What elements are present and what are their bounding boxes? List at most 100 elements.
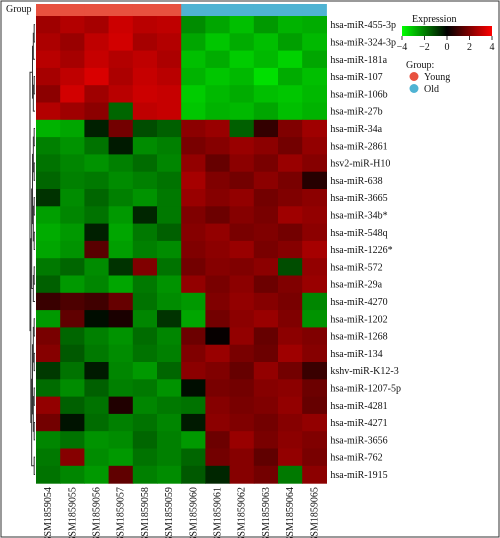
heatmap-cell xyxy=(205,16,231,34)
row-label: hsa-miR-548q xyxy=(330,228,387,239)
heatmap-cell xyxy=(205,258,231,277)
heatmap-cell xyxy=(205,240,231,259)
heatmap-cell xyxy=(84,240,110,259)
heatmap-cell xyxy=(157,448,182,467)
heatmap-cell xyxy=(181,206,206,225)
heatmap-cell xyxy=(181,396,206,415)
heatmap-cell xyxy=(132,119,158,138)
heatmap-cell xyxy=(84,275,110,294)
heatmap-cell xyxy=(60,206,85,225)
heatmap-cell xyxy=(36,137,61,155)
heatmap-cell xyxy=(302,16,327,34)
heatmap-cell xyxy=(36,16,61,34)
heatmap-cell xyxy=(229,189,255,207)
heatmap-cell xyxy=(60,327,85,346)
heatmap-cell xyxy=(60,189,85,207)
heatmap-cell xyxy=(108,344,134,363)
heatmap-cell xyxy=(181,223,206,242)
row-label: hsa-miR-181a xyxy=(330,55,387,66)
heatmap-cell xyxy=(36,119,61,138)
group-bar-cell xyxy=(36,4,61,16)
heatmap-cell xyxy=(108,154,134,173)
heatmap-cell xyxy=(253,448,279,467)
heatmap-cell xyxy=(84,33,110,52)
heatmap-cell xyxy=(84,379,110,398)
row-label: hsa-miR-34b* xyxy=(330,210,387,221)
heatmap-cell xyxy=(302,240,327,259)
heatmap-cell xyxy=(253,310,279,328)
heatmap-cell xyxy=(60,137,85,155)
heatmap-cell xyxy=(181,327,206,346)
heatmap-cell xyxy=(302,189,327,207)
heatmap-cell xyxy=(205,33,231,52)
heatmap-cell xyxy=(108,258,134,277)
heatmap-cell xyxy=(84,327,110,346)
heatmap-cell xyxy=(157,16,182,34)
heatmap-cell xyxy=(181,67,206,86)
heatmap-cell xyxy=(84,413,110,432)
heatmap-cell xyxy=(36,223,61,242)
heatmap-cell xyxy=(253,292,279,311)
heatmap-cell xyxy=(157,327,182,346)
heatmap-cell xyxy=(60,275,85,294)
group-bar-cell xyxy=(253,4,279,16)
column-label: GSM1859055 xyxy=(67,487,78,538)
heatmap-cell xyxy=(278,102,303,121)
heatmap-cell xyxy=(157,431,182,450)
heatmap-cell xyxy=(278,67,303,86)
heatmap-cell xyxy=(132,379,158,398)
heatmap-cell xyxy=(108,362,134,380)
heatmap-cell xyxy=(36,258,61,277)
heatmap-cell xyxy=(181,379,206,398)
heatmap-cell xyxy=(108,171,134,190)
heatmap-cell xyxy=(302,465,327,484)
heatmap-cell xyxy=(157,206,182,225)
heatmap-cell xyxy=(36,448,61,467)
column-label: GSM1859061 xyxy=(213,487,224,538)
heatmap-cell xyxy=(278,119,303,138)
row-label: hsa-miR-106b xyxy=(330,89,387,100)
heatmap-cell xyxy=(132,137,158,155)
heatmap-cell xyxy=(229,16,255,34)
heatmap-cell xyxy=(36,344,61,363)
heatmap-cell xyxy=(229,344,255,363)
heatmap-cell xyxy=(132,327,158,346)
heatmap-cell xyxy=(253,102,279,121)
heatmap-cell xyxy=(60,258,85,277)
heatmap-cell xyxy=(278,137,303,155)
row-label: hsa-miR-2861 xyxy=(330,141,387,152)
heatmap-cell xyxy=(253,189,279,207)
row-label: hsa-miR-134 xyxy=(330,349,382,360)
heatmap-cell xyxy=(84,206,110,225)
heatmap-cell xyxy=(84,310,110,328)
heatmap-cell xyxy=(278,154,303,173)
heatmap-cell xyxy=(205,310,231,328)
heatmap-cell xyxy=(229,154,255,173)
group-bar-cell xyxy=(278,4,303,16)
heatmap-cell xyxy=(302,362,327,380)
row-label: hsa-miR-638 xyxy=(330,176,382,187)
heatmap-cell xyxy=(181,16,206,34)
heatmap-cell xyxy=(253,362,279,380)
heatmap-cell xyxy=(181,171,206,190)
heatmap-cell xyxy=(108,67,134,86)
group-annotation-bar xyxy=(36,4,327,16)
heatmap-cell xyxy=(302,137,327,155)
heatmap-cell xyxy=(181,154,206,173)
heatmap-cell xyxy=(157,119,182,138)
heatmap-cell xyxy=(229,240,255,259)
heatmap-cell xyxy=(60,16,85,34)
heatmap-cell xyxy=(84,154,110,173)
heatmap-cell xyxy=(108,137,134,155)
heatmap-cell xyxy=(205,85,231,104)
heatmap-cell xyxy=(278,240,303,259)
heatmap-cell xyxy=(205,102,231,121)
heatmap-cell xyxy=(84,102,110,121)
heatmap-cell xyxy=(253,465,279,484)
heatmap-cell xyxy=(205,465,231,484)
heatmap-cell xyxy=(205,379,231,398)
heatmap-cell xyxy=(108,379,134,398)
heatmap-cell xyxy=(229,292,255,311)
